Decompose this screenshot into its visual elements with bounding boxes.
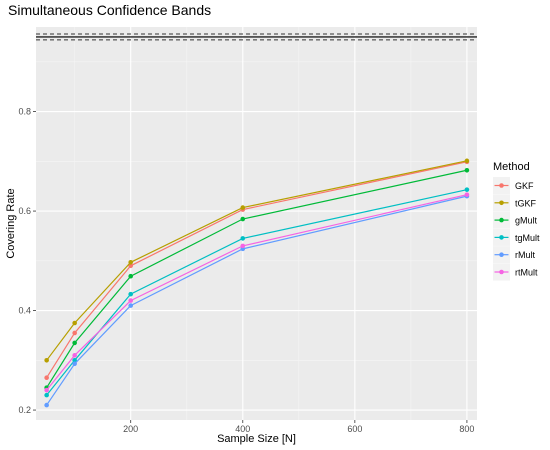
x-tick-label: 800 [459,424,474,434]
legend-label-gmult: gMult [515,216,538,226]
legend-label-rmult: rMult [515,250,535,260]
legend-point-gmult [499,217,504,223]
series-lines [44,158,470,408]
chart-title: Simultaneous Confidence Bands [8,2,211,18]
data-point-rtmult [44,387,49,393]
y-tick-label: 0.8 [18,107,31,117]
data-point-tgmult [128,291,134,297]
data-point-gmult [464,167,470,173]
data-point-tgkf [72,320,77,326]
legend-label-tgkf: tGKF [515,198,537,208]
legend: Method GKF tGKF gMult tgMult rMult rtMult [493,161,540,281]
data-point-tgkf [44,358,49,363]
axes: 0.2 0.4 0.6 0.8 200 400 600 800 [18,107,474,434]
data-point-gkf [72,330,77,336]
legend-point-rtmult [499,269,504,275]
legend-point-rmult [499,252,504,257]
data-point-rtmult [72,353,77,358]
data-point-tgkf [240,205,246,210]
data-point-gmult [128,273,134,279]
legend-point-gkf [499,183,504,188]
data-point-rmult [72,361,77,367]
legend-label-tgmult: tgMult [515,233,540,243]
legend-point-tgmult [499,235,504,240]
legend-point-tgkf [499,200,504,206]
data-point-rtmult [128,298,134,303]
x-tick-label: 600 [347,424,362,434]
y-tick-label: 0.6 [18,206,31,216]
x-tick-label: 200 [123,424,138,434]
data-point-gkf [128,263,134,269]
data-point-rmult [128,303,134,308]
data-point-tgmult [44,392,49,398]
data-point-gmult [72,340,77,346]
y-tick-label: 0.2 [18,405,31,415]
data-point-rmult [44,402,49,408]
legend-title: Method [493,161,530,173]
data-point-tgmult [464,187,470,192]
x-axis-title: Sample Size [N] [217,433,296,445]
data-point-tgmult [240,236,246,241]
data-point-tgkf [128,260,134,265]
data-point-tgkf [464,158,470,164]
plot-panel [36,27,477,420]
y-axis-title: Covering Rate [5,188,17,258]
legend-label-gkf: GKF [515,181,534,191]
x-tick-label: 400 [235,424,250,434]
reference-lines [36,33,477,41]
y-tick-label: 0.4 [18,306,31,316]
data-point-rtmult [464,192,470,197]
data-point-gkf [44,375,49,381]
data-point-rtmult [240,243,246,249]
legend-label-rtmult: rtMult [515,268,538,278]
data-point-tgmult [72,358,77,363]
data-point-gmult [240,216,246,222]
